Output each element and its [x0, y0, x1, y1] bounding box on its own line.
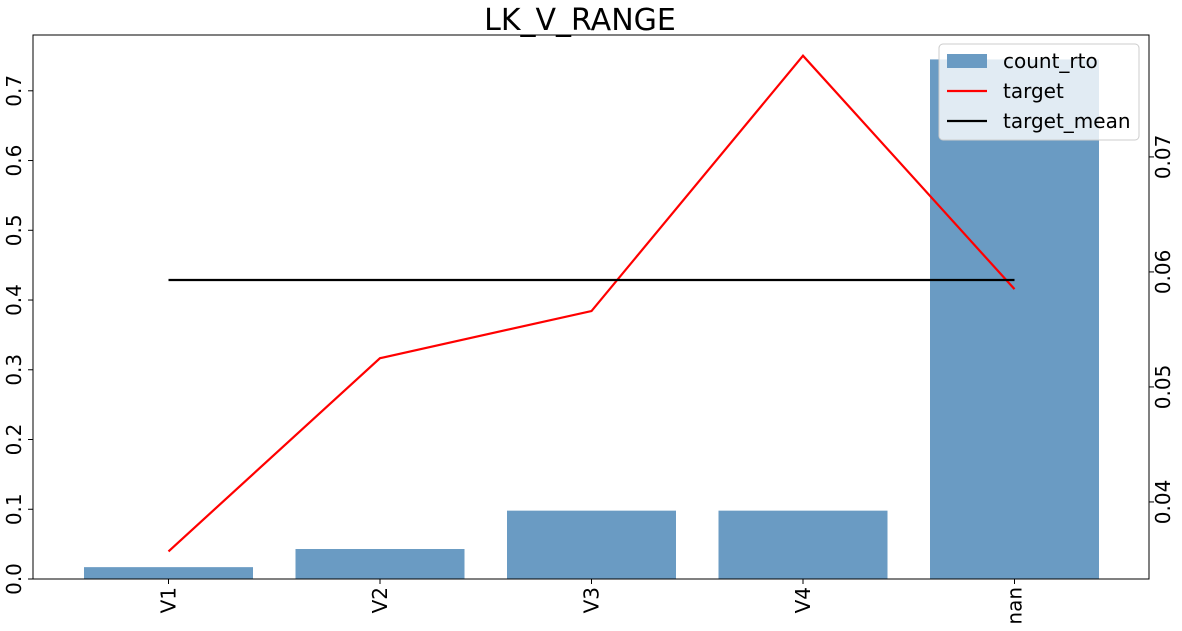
legend-box	[938, 43, 1140, 141]
right-axis: 0.04 0.05 0.06 0.07	[1149, 135, 1175, 525]
bars-layer	[84, 59, 1099, 579]
x-axis-tick-label: nan	[1003, 587, 1027, 625]
legend-label-target: target	[1003, 79, 1064, 103]
legend-label-count_rto: count_rto	[1003, 49, 1098, 73]
x-axis-tick-label: V1	[157, 587, 181, 613]
bar-count_rto-nan	[930, 59, 1099, 579]
bar-count_rto-V2	[295, 549, 465, 579]
left-axis-tick-label: 0.4	[2, 284, 26, 316]
x-axis-tick-label: V4	[791, 587, 815, 613]
left-axis: 0.0 0.1 0.2 0.3 0.4 0.5 0.6 0.7	[2, 75, 33, 595]
right-axis-tick-label: 0.04	[1151, 480, 1175, 525]
bar-count_rto-V3	[507, 510, 676, 579]
left-axis-tick-label: 0.7	[2, 75, 26, 107]
bar-count_rto-V4	[718, 510, 888, 579]
series-line-target	[167, 54, 1016, 553]
left-axis-tick-label: 0.0	[2, 563, 26, 595]
x-axis: V1 V2 V3 V4 nan	[157, 579, 1027, 625]
left-axis-tick-label: 0.6	[2, 145, 26, 177]
bar-count_rto-V1	[84, 567, 253, 579]
legend-label-target_mean: target_mean	[1003, 109, 1131, 133]
legend-swatch-count_rto	[947, 54, 987, 68]
right-axis-tick-label: 0.06	[1151, 250, 1175, 295]
x-axis-tick-label: V3	[580, 587, 604, 613]
left-axis-tick-label: 0.3	[2, 354, 26, 386]
x-axis-tick-label: V2	[368, 587, 392, 613]
left-axis-tick-label: 0.1	[2, 493, 26, 525]
chart-title: LK_V_RANGE	[484, 3, 676, 38]
lines-layer	[167, 54, 1016, 553]
left-axis-tick-label: 0.5	[2, 214, 26, 246]
right-axis-tick-label: 0.05	[1151, 365, 1175, 410]
left-axis-tick-label: 0.2	[2, 424, 26, 456]
right-axis-tick-label: 0.07	[1151, 135, 1175, 180]
